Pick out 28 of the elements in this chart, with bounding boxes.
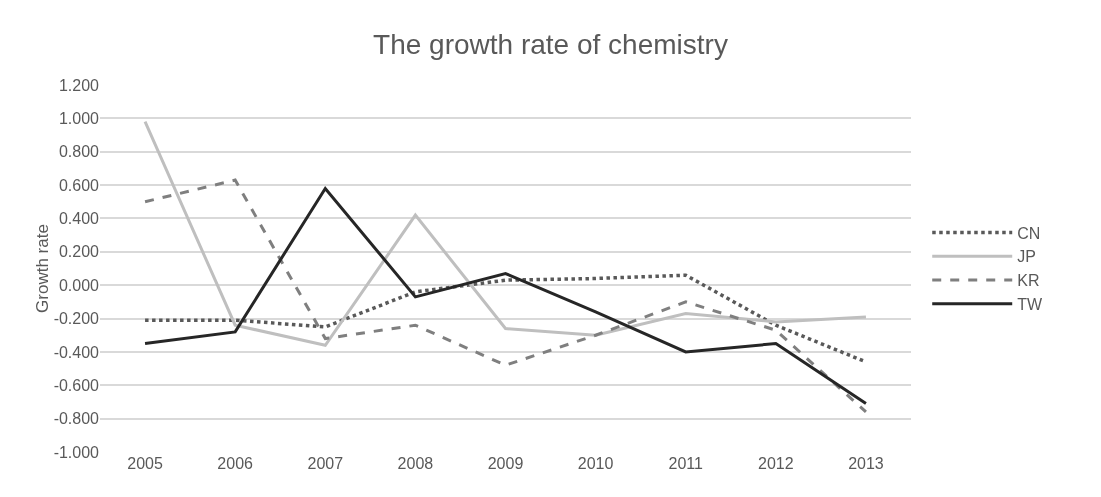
line-series (143, 120, 868, 347)
y-tick-label: 0.400 (58, 210, 100, 228)
y-tick-label: -0.600 (53, 376, 100, 394)
y-tick-label: 0.800 (58, 143, 100, 161)
y-tick-label: 1.200 (58, 76, 100, 94)
x-tick-label: 2007 (307, 455, 344, 472)
y-tick-label: 0.200 (58, 243, 100, 261)
x-tick-label: 2010 (577, 455, 614, 472)
x-tick-label: 2013 (848, 455, 884, 472)
y-tick-label: -0.400 (53, 343, 100, 361)
legend-label: JP (1017, 248, 1036, 266)
chart-title: The growth rate of chemistry (373, 29, 728, 61)
x-tick-label: 2009 (487, 455, 524, 472)
x-tick-label: 2012 (758, 455, 794, 472)
x-tick-label: 2011 (668, 455, 704, 472)
y-tick-label: -1.000 (53, 443, 100, 461)
y-tick-label: 1.000 (58, 109, 100, 127)
y-tick-label: 0.000 (58, 276, 100, 294)
y-tick-label: -0.200 (53, 310, 100, 328)
legend-label: TW (1017, 296, 1043, 314)
y-tick-label: 0.600 (58, 176, 100, 194)
x-tick-label: 2006 (217, 455, 254, 472)
x-tick-label: 2005 (127, 455, 163, 472)
y-tick-label: -0.800 (53, 410, 100, 428)
legend-label: KR (1017, 272, 1040, 290)
legend-label: CN (1017, 224, 1041, 242)
y-axis-title: Growth rate (32, 224, 52, 313)
x-tick-label: 2008 (397, 455, 434, 472)
